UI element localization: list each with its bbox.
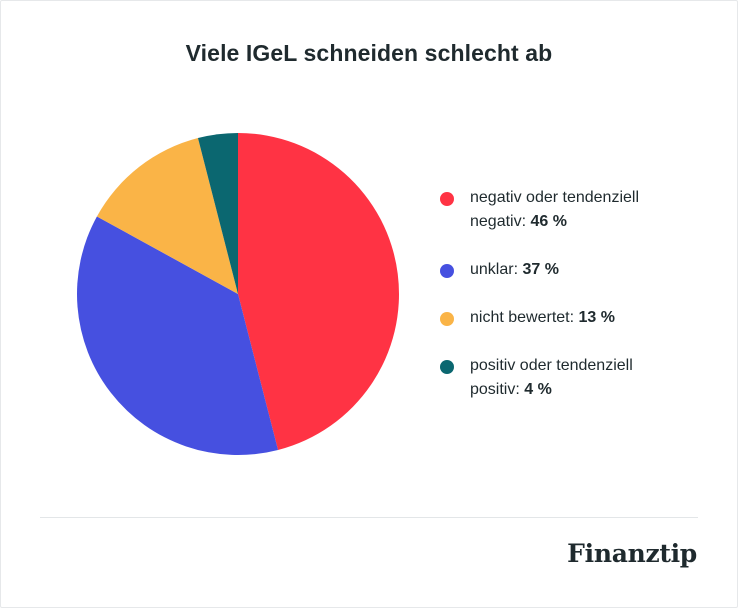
legend-label-nicht-bewertet: nicht bewertet:	[470, 309, 579, 326]
pie-chart	[77, 133, 400, 456]
chart-title: Viele IGeL schneiden schlecht ab	[185, 40, 553, 66]
legend-item-positiv: positiv oder tendenziell positiv: 4 %	[440, 354, 633, 402]
legend-label-positiv-line2: positiv:	[470, 381, 525, 398]
pie-slice-nicht-bewertet	[96, 138, 238, 294]
legend-value-unklar: 37 %	[522, 261, 559, 278]
legend-swatch-unklar	[440, 264, 454, 278]
legend-swatch-positiv	[440, 360, 454, 374]
footer-divider	[40, 517, 698, 518]
pie-slice-negativ	[238, 133, 400, 450]
legend-label-negativ-line2: negativ:	[470, 213, 531, 230]
legend-swatch-negativ	[440, 192, 454, 206]
legend-label-negativ-line1: negativ oder tendenziell	[470, 189, 640, 206]
legend-item-unklar: unklar: 37 %	[440, 258, 559, 282]
legend-label-unklar: unklar:	[470, 261, 523, 278]
legend-value-nicht-bewertet: 13 %	[578, 309, 615, 326]
finanztip-logo: Finanztip	[567, 539, 697, 568]
legend-value-negativ: 46 %	[530, 213, 567, 230]
legend-swatch-nicht-bewertet	[440, 312, 454, 326]
pie-slice-positiv	[197, 133, 238, 294]
pie-slice-unklar	[77, 216, 279, 456]
legend-item-negativ: negativ oder tendenziell negativ: 46 %	[440, 186, 639, 234]
legend-label-positiv-line1: positiv oder tendenziell	[470, 357, 633, 374]
legend-value-positiv: 4 %	[524, 381, 552, 398]
legend-item-nicht-bewertet: nicht bewertet: 13 %	[440, 306, 615, 330]
